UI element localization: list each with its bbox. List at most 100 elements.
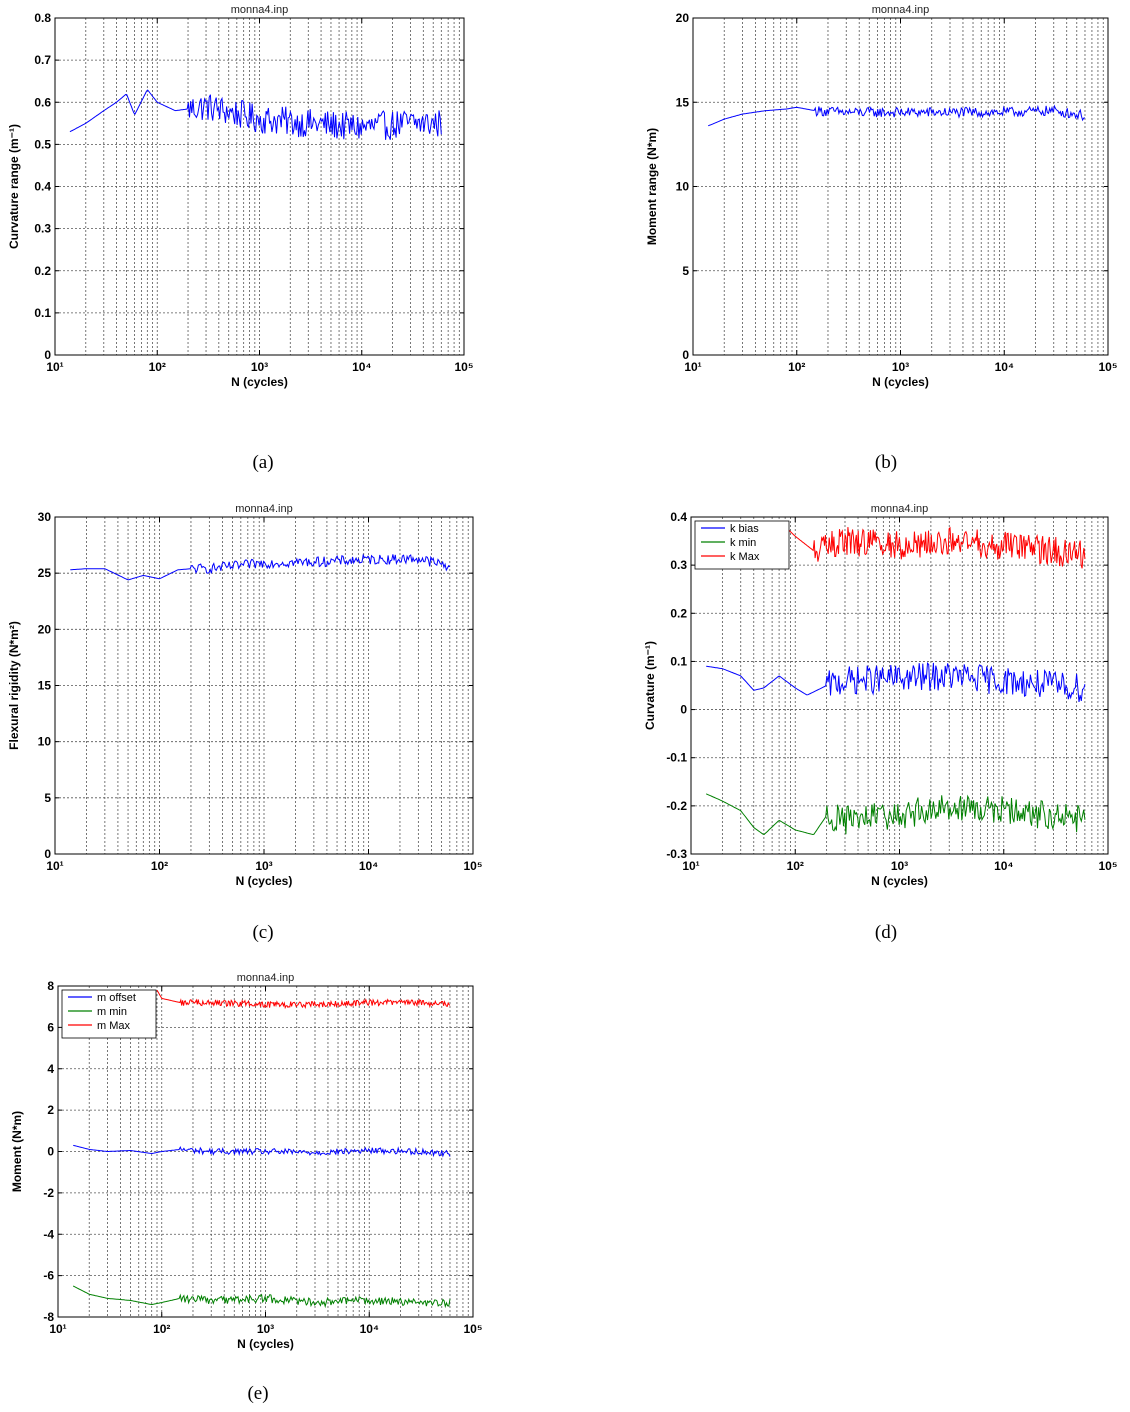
x-axis-label: N (cycles) bbox=[871, 874, 928, 888]
legend-box bbox=[61, 989, 157, 1039]
y-tick-label: 0.5 bbox=[34, 137, 51, 151]
series-line-m-min bbox=[72, 1285, 451, 1309]
legend-label: m min bbox=[97, 1006, 127, 1018]
y-tick-label: 0.4 bbox=[34, 180, 51, 194]
panel-label: (d) bbox=[875, 922, 897, 943]
y-tick-label: 0.8 bbox=[34, 11, 51, 25]
y-tick-label: 0 bbox=[680, 703, 687, 717]
x-tick-label: 10¹ bbox=[49, 1322, 66, 1336]
legend: m offset m min m Max bbox=[61, 989, 157, 1039]
x-tick-label: 10² bbox=[149, 360, 166, 374]
x-tick-label: 10⁵ bbox=[1099, 360, 1118, 374]
y-tick-label: 25 bbox=[38, 566, 52, 580]
y-tick-label: 8 bbox=[47, 979, 54, 993]
y-tick-label: -4 bbox=[43, 1227, 54, 1241]
y-axis-label: Moment range (N*m) bbox=[645, 128, 659, 245]
y-tick-label: 20 bbox=[38, 622, 52, 636]
x-tick-label: 10⁵ bbox=[1099, 859, 1118, 873]
y-tick-label: -2 bbox=[43, 1186, 54, 1200]
series-line-main bbox=[69, 89, 442, 140]
x-tick-label: 10¹ bbox=[684, 360, 701, 374]
y-tick-label: 0 bbox=[44, 847, 51, 861]
legend-label: m Max bbox=[97, 1020, 131, 1032]
y-tick-label: -6 bbox=[43, 1269, 54, 1283]
series-line-main bbox=[70, 553, 451, 581]
y-axis-label: Curvature range (m⁻¹) bbox=[7, 124, 21, 249]
y-tick-label: 0.1 bbox=[34, 306, 51, 320]
x-tick-label: 10⁵ bbox=[455, 360, 474, 374]
panel-label: (e) bbox=[247, 1383, 268, 1404]
x-tick-label: 10¹ bbox=[682, 859, 699, 873]
x-axis-label: N (cycles) bbox=[231, 375, 288, 389]
chart-title: monna4.inp bbox=[871, 503, 929, 515]
chart-a: 0 0.1 0.2 0.3 0.4 0.5 0.6 0.7 0.8 10¹ 10² 10³ 10⁴ 10⁵… bbox=[7, 4, 473, 473]
y-tick-label: 0.1 bbox=[670, 654, 687, 668]
y-tick-label: 0.3 bbox=[34, 222, 51, 236]
y-tick-label: 15 bbox=[676, 95, 690, 109]
x-tick-label: 10² bbox=[788, 360, 805, 374]
x-tick-label: 10³ bbox=[255, 859, 272, 873]
x-tick-label: 10¹ bbox=[46, 360, 63, 374]
x-tick-label: 10⁴ bbox=[995, 360, 1014, 374]
chart-b: 0 5 10 15 20 10¹ 10² 10³ 10⁴ 10⁵ monna4.inp N (cycl… bbox=[645, 4, 1117, 473]
x-tick-label: 10⁴ bbox=[352, 360, 371, 374]
y-tick-label: 0 bbox=[47, 1145, 54, 1159]
y-tick-label: 30 bbox=[38, 510, 52, 524]
y-tick-label: 0 bbox=[682, 348, 689, 362]
y-tick-label: 10 bbox=[38, 735, 52, 749]
y-tick-label: 4 bbox=[47, 1062, 54, 1076]
x-tick-label: 10⁴ bbox=[359, 859, 378, 873]
chart-e: -8 -6 -4 -2 0 2 4 6 8 10¹ 10² 10³ 10⁴ 10⁵ monna4.inp N … bbox=[10, 972, 482, 1404]
y-tick-label: 6 bbox=[47, 1020, 54, 1034]
y-tick-label: 0.2 bbox=[34, 264, 51, 278]
x-tick-label: 10¹ bbox=[46, 859, 63, 873]
chart-title: monna4.inp bbox=[237, 972, 295, 984]
x-tick-label: 10⁵ bbox=[464, 859, 483, 873]
y-tick-label: 5 bbox=[682, 264, 689, 278]
legend-label: m offset bbox=[97, 992, 136, 1004]
chart-title: monna4.inp bbox=[231, 4, 289, 16]
x-axis-label: N (cycles) bbox=[872, 375, 929, 389]
x-tick-label: 10⁴ bbox=[360, 1322, 379, 1336]
panel-label: (b) bbox=[875, 452, 897, 473]
legend-label: k bias bbox=[730, 523, 759, 535]
chart-d: -0.3 -0.2 -0.1 0 0.1 0.2 0.3 0.4 10¹ 10² 10³ 10⁴ 10⁵… bbox=[643, 503, 1117, 943]
x-tick-label: 10⁵ bbox=[464, 1322, 483, 1336]
series-line-m-max bbox=[156, 989, 451, 1010]
x-tick-label: 10⁴ bbox=[994, 859, 1013, 873]
series-line-k-min bbox=[705, 793, 1086, 836]
y-tick-label: -0.1 bbox=[666, 751, 687, 765]
y-tick-label: 2 bbox=[47, 1103, 54, 1117]
y-tick-label: 15 bbox=[38, 679, 52, 693]
legend-box bbox=[694, 520, 790, 570]
y-tick-label: 0.3 bbox=[670, 558, 687, 572]
x-tick-label: 10³ bbox=[257, 1322, 274, 1336]
chart-title: monna4.inp bbox=[235, 503, 293, 515]
x-tick-label: 10² bbox=[151, 859, 168, 873]
y-tick-label: 0 bbox=[44, 348, 51, 362]
y-tick-label: 0.2 bbox=[670, 606, 687, 620]
legend-label: k Max bbox=[730, 551, 760, 563]
series-line-m-offset bbox=[73, 1144, 451, 1158]
y-tick-label: 20 bbox=[676, 11, 690, 25]
panel-label: (c) bbox=[252, 922, 273, 943]
x-tick-label: 10² bbox=[787, 859, 804, 873]
y-tick-label: -0.3 bbox=[666, 847, 687, 861]
y-tick-label: 5 bbox=[44, 791, 51, 805]
x-tick-label: 10³ bbox=[892, 360, 909, 374]
legend: k bias k min k Max bbox=[694, 520, 790, 570]
series-line-k-bias bbox=[706, 662, 1086, 702]
y-tick-label: -0.2 bbox=[666, 799, 687, 813]
y-axis-label: Curvature (m⁻¹) bbox=[643, 641, 657, 730]
x-tick-label: 10² bbox=[153, 1322, 170, 1336]
series-line-main bbox=[707, 104, 1085, 127]
panel-label: (a) bbox=[252, 452, 273, 473]
legend-label: k min bbox=[730, 537, 756, 549]
series-line-k-max bbox=[784, 526, 1086, 569]
y-tick-label: 0.6 bbox=[34, 95, 51, 109]
y-tick-label: -8 bbox=[43, 1310, 54, 1324]
y-axis-label: Flexural rigidity (N*m²) bbox=[7, 621, 21, 750]
y-axis-label: Moment (N*m) bbox=[10, 1111, 24, 1192]
x-axis-label: N (cycles) bbox=[236, 874, 293, 888]
